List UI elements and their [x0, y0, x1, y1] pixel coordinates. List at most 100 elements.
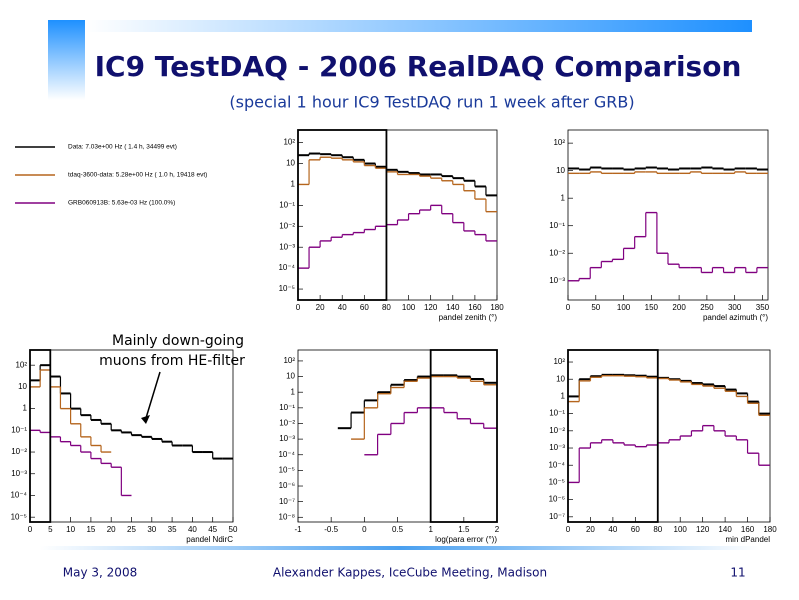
y-tick-label: 10⁻¹ — [549, 221, 565, 230]
x-tick-label: 45 — [208, 525, 217, 534]
x-tick-label: 100 — [402, 303, 416, 312]
x-tick-label: 0 — [566, 525, 571, 534]
x-axis-label: pandel zenith (°) — [439, 313, 498, 322]
y-tick-label: 10⁻¹ — [11, 425, 27, 434]
footer-bar — [40, 546, 760, 550]
y-tick-label: 10⁻⁴ — [278, 263, 295, 272]
side-bar — [48, 20, 85, 100]
x-tick-label: 2 — [495, 525, 500, 534]
y-tick-label: 10² — [15, 360, 27, 369]
y-tick-label: 10⁻³ — [279, 242, 295, 251]
y-tick-label: 10⁻⁵ — [11, 512, 27, 521]
x-tick-label: 140 — [446, 303, 460, 312]
x-tick-label: 0.5 — [392, 525, 404, 534]
x-tick-label: 200 — [672, 303, 686, 312]
x-tick-label: 120 — [424, 303, 438, 312]
x-tick-label: 100 — [674, 525, 688, 534]
y-tick-label: 10⁻⁶ — [279, 481, 295, 490]
x-tick-label: 0 — [362, 525, 367, 534]
x-tick-label: 25 — [127, 525, 136, 534]
y-tick-label: 10⁻³ — [549, 443, 565, 452]
y-tick-label: 10 — [556, 374, 565, 383]
cut-box — [29, 349, 52, 523]
x-tick-label: -1 — [294, 525, 302, 534]
plot-frame — [567, 129, 769, 301]
y-tick-label: 10² — [283, 356, 295, 365]
x-tick-label: 40 — [338, 303, 347, 312]
legend-label: GRB060913B: 5.63e-03 Hz (100.0%) — [68, 200, 175, 207]
x-tick-label: 0 — [28, 525, 33, 534]
x-tick-label: 100 — [617, 303, 631, 312]
x-tick-label: 300 — [728, 303, 742, 312]
x-tick-label: 150 — [645, 303, 659, 312]
y-tick-label: 10² — [553, 357, 565, 366]
x-tick-label: 50 — [229, 525, 238, 534]
y-tick-label: 10⁻⁵ — [279, 284, 295, 293]
x-axis-label: min dPandel — [726, 535, 771, 544]
y-tick-label: 10⁻⁷ — [279, 497, 295, 506]
title: IC9 TestDAQ - 2006 RealDAQ Comparison — [95, 50, 742, 83]
x-axis-label: log(para error (°)) — [435, 535, 497, 544]
y-tick-label: 10⁻³ — [11, 469, 27, 478]
x-tick-label: 20 — [107, 525, 116, 534]
y-tick-label: 1 — [291, 387, 296, 396]
y-tick-label: 10⁻¹ — [279, 200, 295, 209]
y-tick-label: 10⁻⁴ — [548, 460, 565, 469]
legend-label: tdaq-3600-data: 5.28e+00 Hz ( 1.0 h, 194… — [68, 172, 207, 179]
y-tick-label: 10⁻⁷ — [549, 512, 565, 521]
y-tick-label: 10⁻⁸ — [279, 512, 296, 521]
y-tick-label: 10⁻² — [549, 426, 565, 435]
cut-box — [567, 349, 659, 523]
x-axis-label: pandel azimuth (°) — [703, 313, 768, 322]
x-tick-label: 40 — [608, 525, 617, 534]
x-tick-label: 80 — [653, 525, 662, 534]
y-tick-label: 10⁻⁶ — [549, 495, 565, 504]
top-bar — [85, 20, 752, 32]
y-tick-label: 10⁻¹ — [279, 403, 295, 412]
x-tick-label: 0 — [296, 303, 301, 312]
x-tick-label: 60 — [360, 303, 369, 312]
y-tick-label: 10⁻¹ — [549, 409, 565, 418]
x-tick-label: -0.5 — [324, 525, 338, 534]
y-tick-label: 1 — [291, 180, 296, 189]
y-tick-label: 10⁻⁵ — [279, 465, 295, 474]
x-tick-label: 5 — [48, 525, 53, 534]
arrow — [145, 371, 161, 419]
x-tick-label: 0 — [566, 303, 571, 312]
x-tick-label: 1 — [428, 525, 433, 534]
x-tick-label: 160 — [468, 303, 482, 312]
y-tick-label: 1 — [23, 404, 28, 413]
x-tick-label: 40 — [188, 525, 197, 534]
plot-frame — [297, 129, 498, 301]
y-tick-label: 10 — [286, 372, 295, 381]
y-tick-label: 10⁻² — [279, 221, 295, 230]
y-tick-label: 1 — [561, 392, 566, 401]
y-tick-label: 10⁻³ — [279, 434, 295, 443]
legend-label: Data: 7.03e+00 Hz ( 1.4 h, 34499 evt) — [68, 144, 177, 151]
x-tick-label: 350 — [756, 303, 770, 312]
y-tick-label: 10² — [553, 138, 565, 147]
x-tick-label: 120 — [696, 525, 710, 534]
subtitle: (special 1 hour IC9 TestDAQ run 1 week a… — [229, 93, 634, 112]
y-tick-label: 10⁻⁵ — [549, 478, 565, 487]
y-tick-label: 10 — [286, 159, 295, 168]
y-tick-label: 10 — [556, 166, 565, 175]
x-tick-label: 80 — [382, 303, 391, 312]
x-tick-label: 180 — [490, 303, 504, 312]
footer-date: May 3, 2008 — [63, 566, 137, 580]
x-tick-label: 15 — [86, 525, 95, 534]
x-tick-label: 250 — [700, 303, 714, 312]
x-tick-label: 20 — [316, 303, 325, 312]
y-tick-label: 10⁻² — [279, 419, 295, 428]
y-tick-label: 10⁻² — [11, 447, 27, 456]
y-tick-label: 10⁻⁴ — [10, 491, 27, 500]
footer-page: 11 — [730, 566, 745, 580]
y-tick-label: 10 — [18, 382, 27, 391]
x-tick-label: 20 — [586, 525, 595, 534]
x-tick-label: 160 — [741, 525, 755, 534]
annotation: Mainly down-going — [112, 333, 244, 349]
footer-author: Alexander Kappes, IceCube Meeting, Madis… — [273, 566, 547, 580]
y-tick-label: 1 — [561, 193, 566, 202]
x-axis-label: pandel NdirC — [186, 535, 233, 544]
